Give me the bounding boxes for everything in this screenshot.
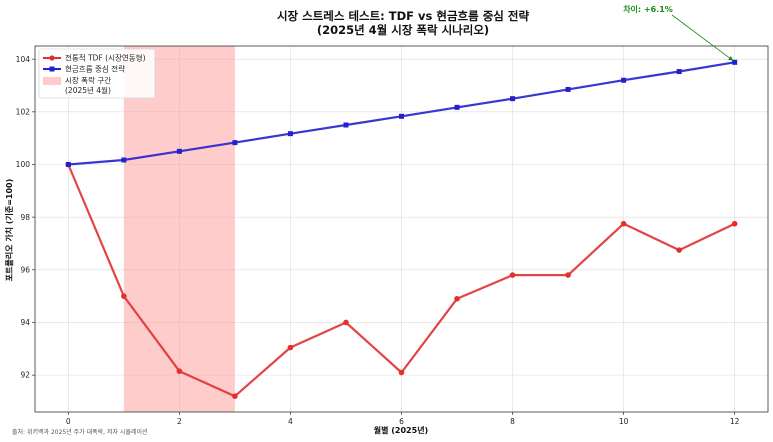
x-tick-label: 0 <box>66 417 71 426</box>
data-point <box>121 293 127 299</box>
legend-label: 시장 폭락 구간 <box>65 75 111 85</box>
x-axis-label: 월별 (2025년) <box>374 425 428 435</box>
x-tick-label: 6 <box>399 417 404 426</box>
legend-label: (2025년 4월) <box>65 85 111 95</box>
data-point <box>509 272 516 278</box>
data-point <box>676 247 682 253</box>
data-point <box>176 148 182 154</box>
data-point <box>232 140 238 146</box>
data-point <box>454 295 460 302</box>
data-point <box>565 272 571 278</box>
legend-box <box>38 48 156 99</box>
data-point <box>287 344 294 351</box>
y-tick-label: 100 <box>16 160 31 169</box>
plot-area: 0 2 4 6 8 10 12 92 94 96 98 100 102 104 전통적 TDF (시장연동형… <box>16 45 769 426</box>
y-tick-label: 98 <box>20 213 30 222</box>
series-2 <box>65 59 738 167</box>
chart-subtitle: (2025년 4월 시장 폭락 시나리오) <box>317 23 489 37</box>
legend-swatch-region <box>43 77 61 85</box>
data-point <box>399 113 404 119</box>
data-point <box>121 157 127 163</box>
data-point <box>676 69 682 75</box>
y-tick-label: 94 <box>20 318 30 327</box>
data-point <box>176 368 183 374</box>
y-axis-label: 포트폴리오 가치 (기준=100) <box>4 179 14 282</box>
crash-shaded-region <box>123 46 235 412</box>
data-point <box>232 393 238 400</box>
x-tick-label: 4 <box>288 417 293 426</box>
x-tick-label: 10 <box>619 417 629 426</box>
data-point <box>510 96 516 102</box>
y-tick-label: 92 <box>20 371 30 380</box>
data-point <box>565 86 571 92</box>
source-note: 출처: 위키백과 2025년 주가 대폭락, 저자 시뮬레이션 <box>12 428 148 436</box>
legend-swatch-marker <box>49 55 55 61</box>
data-point <box>454 104 460 110</box>
chart-title: 시장 스트레스 테스트: TDF vs 현금흐름 중심 전략 <box>277 9 529 23</box>
annotation-text: 차이: +6.1% <box>623 4 673 14</box>
data-point <box>620 220 627 227</box>
series-1 <box>65 161 738 400</box>
data-point <box>343 319 349 326</box>
legend-label: 전통적 TDF (시장연동형) <box>65 53 146 63</box>
data-point <box>343 122 349 128</box>
y-tick-label: 96 <box>20 265 30 274</box>
data-point <box>731 220 738 227</box>
data-point <box>287 131 293 137</box>
x-tick-label: 8 <box>510 417 515 426</box>
legend-swatch-marker <box>49 66 55 72</box>
data-point <box>65 161 71 167</box>
data-point <box>732 59 738 65</box>
y-tick-label: 104 <box>16 55 31 64</box>
data-point <box>621 77 627 83</box>
x-tick-label: 12 <box>730 417 740 426</box>
data-point <box>398 369 405 376</box>
annotation-arrow <box>671 14 734 61</box>
x-tick-label: 2 <box>177 417 182 426</box>
legend-label: 현금흐름 중심 전략 <box>65 64 125 74</box>
y-tick-label: 102 <box>16 107 31 116</box>
